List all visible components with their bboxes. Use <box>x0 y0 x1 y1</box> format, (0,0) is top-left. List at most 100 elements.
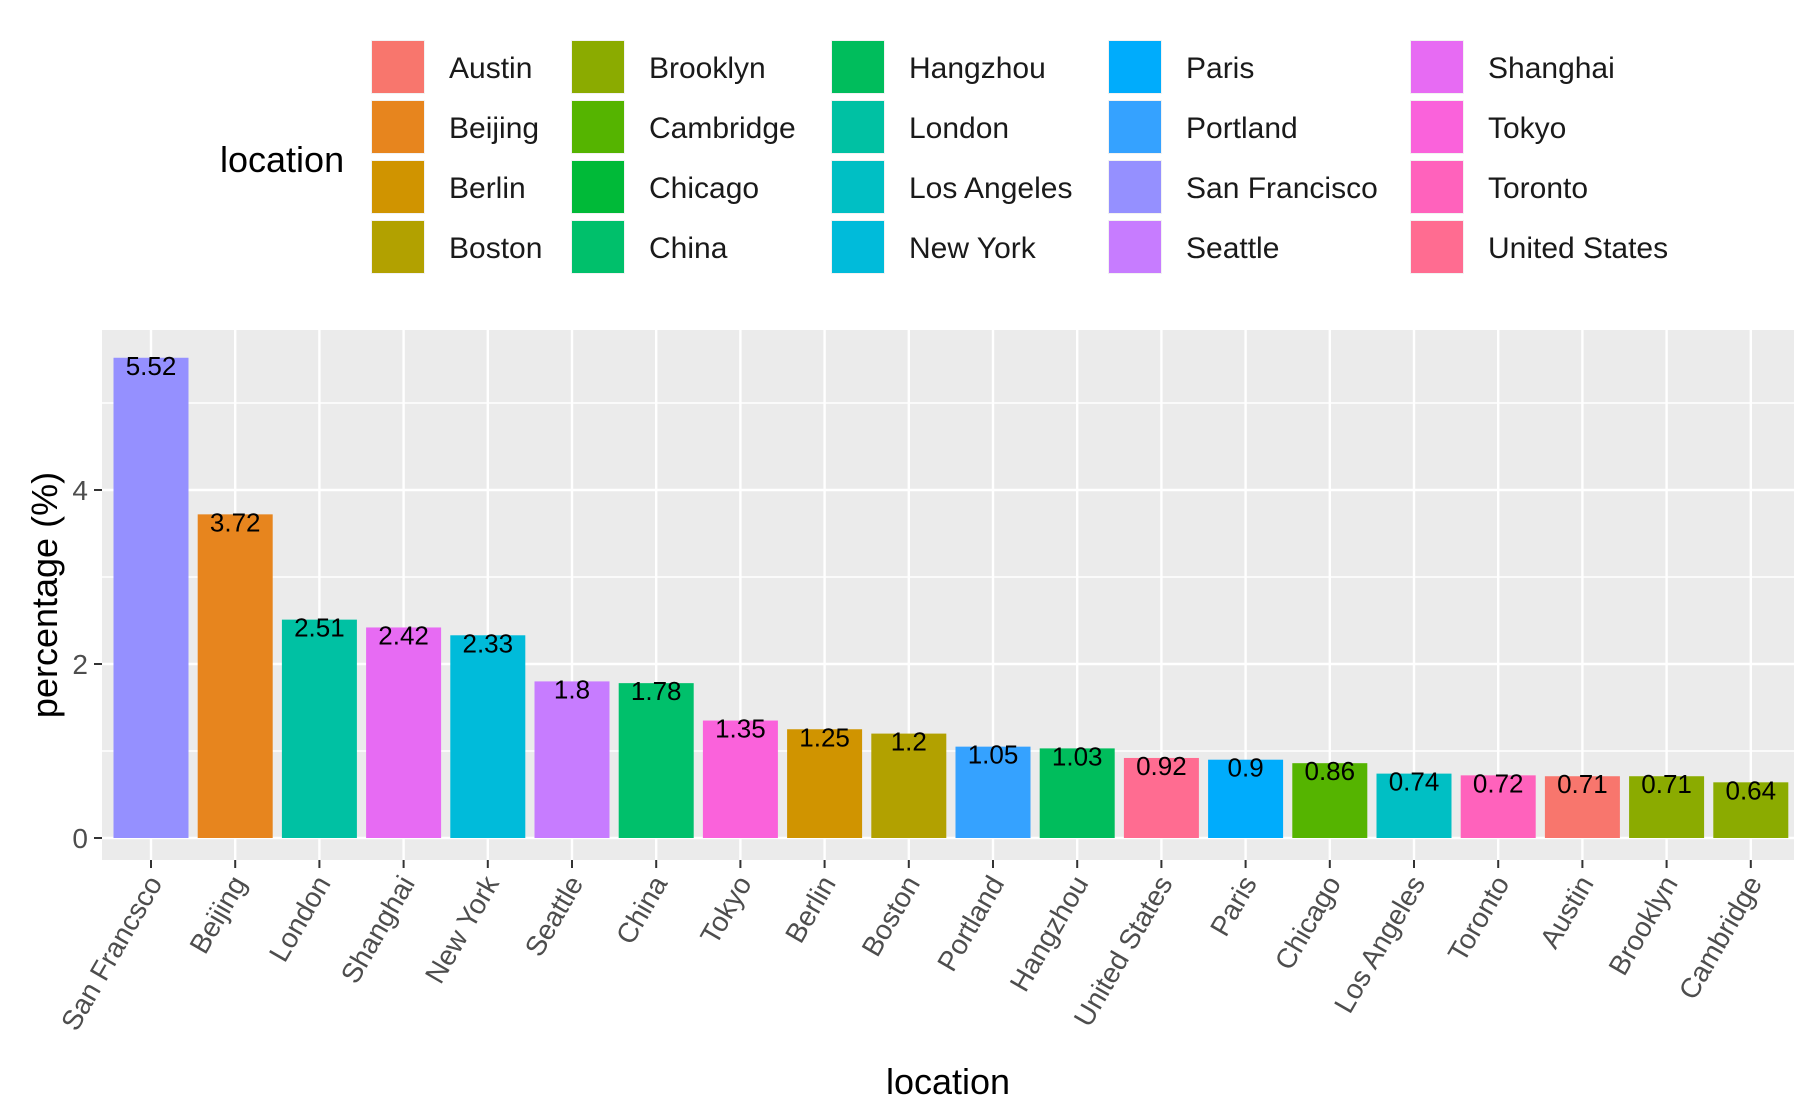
legend-label: London <box>909 112 1009 145</box>
legend-label: Hangzhou <box>909 52 1046 85</box>
bar-value-label: 1.2 <box>891 727 927 757</box>
x-tick-label: Berlin <box>779 871 842 949</box>
bar-value-label: 1.78 <box>631 676 682 706</box>
legend-swatch <box>372 221 424 273</box>
bar <box>955 746 1031 838</box>
bar <box>534 681 610 838</box>
legend-swatch <box>572 101 624 153</box>
legend-swatch <box>1411 221 1463 273</box>
bar-value-label: 1.03 <box>1052 741 1103 771</box>
bar <box>113 357 189 838</box>
bar-value-label: 5.52 <box>126 351 177 381</box>
legend-swatch <box>832 161 884 213</box>
legend-swatch <box>832 221 884 273</box>
bar <box>787 729 863 838</box>
x-tick-label: Boston <box>856 871 926 962</box>
legend-swatch <box>572 221 624 273</box>
bar-value-label: 0.74 <box>1389 767 1440 797</box>
x-tick-label: Seattle <box>519 871 589 962</box>
legend-label: United States <box>1488 232 1668 265</box>
bar <box>1208 759 1284 838</box>
bar-value-label: 3.72 <box>210 507 261 537</box>
x-tick-label: China <box>610 870 674 949</box>
y-tick-label: 2 <box>72 649 88 680</box>
bar <box>1123 757 1199 838</box>
x-tick-label: Toronto <box>1442 871 1516 967</box>
bar-value-label: 2.42 <box>378 620 429 650</box>
x-tick-label: Beijing <box>184 871 253 959</box>
x-tick-label: London <box>263 871 337 967</box>
y-axis-title: percentage (%) <box>24 472 65 718</box>
legend-label: Seattle <box>1186 232 1279 265</box>
legend-swatch <box>1411 101 1463 153</box>
bar-value-label: 0.9 <box>1228 753 1264 783</box>
bar-value-label: 0.71 <box>1557 769 1608 799</box>
bar <box>1376 773 1452 838</box>
bar-value-label: 1.8 <box>554 674 590 704</box>
bar-value-label: 0.92 <box>1136 751 1187 781</box>
legend-label: Los Angeles <box>909 172 1072 205</box>
legend-label: Portland <box>1186 112 1298 145</box>
legend-label: New York <box>909 232 1037 265</box>
bar <box>281 619 357 838</box>
legend-label: Tokyo <box>1488 112 1566 145</box>
legend-swatch <box>1109 161 1161 213</box>
legend-label: San Francisco <box>1186 172 1378 205</box>
y-tick-label: 0 <box>72 823 88 854</box>
legend-label: Brooklyn <box>649 52 766 85</box>
legend-swatch <box>832 41 884 93</box>
bar <box>871 733 947 838</box>
legend-swatch <box>1109 101 1161 153</box>
x-tick-label: Shanghai <box>335 871 421 989</box>
bar-value-label: 1.25 <box>799 722 850 752</box>
bar <box>702 720 778 838</box>
bar <box>450 635 526 838</box>
legend: Austin Beijing Berlin Boston Brooklyn Cambrid… <box>371 40 1668 274</box>
bar <box>618 683 694 838</box>
bar <box>1544 776 1620 838</box>
x-tick-label: Brooklyn <box>1602 871 1683 981</box>
bar <box>1460 775 1536 838</box>
legend-label: Cambridge <box>649 112 796 145</box>
legend-swatch <box>372 41 424 93</box>
bar-value-label: 1.35 <box>715 714 766 744</box>
bars <box>113 357 1789 838</box>
x-tick-label: San Francsco <box>55 871 168 1036</box>
legend-label: China <box>649 232 728 265</box>
x-tick-label: Portland <box>931 871 1010 977</box>
x-tick-label: Austin <box>1534 871 1600 954</box>
x-tick-label: New York <box>419 870 505 989</box>
legend-swatch <box>572 161 624 213</box>
bar <box>366 627 442 838</box>
legend-swatch <box>832 101 884 153</box>
bar-value-label: 0.71 <box>1641 769 1692 799</box>
bar-value-label: 0.64 <box>1725 775 1776 805</box>
x-tick-label: Tokyo <box>694 871 757 950</box>
x-tick-label: Cambridge <box>1673 871 1768 1005</box>
legend-swatch <box>372 161 424 213</box>
legend-swatch <box>1411 41 1463 93</box>
bar-value-label: 2.51 <box>294 613 345 643</box>
legend-label: Austin <box>449 52 532 85</box>
x-tick-label: Paris <box>1204 871 1263 942</box>
x-tick-label: Los Angeles <box>1328 871 1431 1019</box>
legend-swatch <box>572 41 624 93</box>
x-axis-title: location <box>886 1061 1010 1102</box>
legend-label: Boston <box>449 232 542 265</box>
x-tick-label: Hangzhou <box>1004 871 1095 997</box>
bar <box>197 514 273 838</box>
legend-label: Shanghai <box>1488 52 1615 85</box>
legend-label: Toronto <box>1488 172 1588 205</box>
y-tick-label: 4 <box>72 475 88 506</box>
legend-label: Chicago <box>649 172 759 205</box>
bar-value-labels: 5.52 3.72 2.51 2.42 2.33 1.8 1.78 1.35 1.25 1.2 1.… <box>126 351 1776 806</box>
bar-value-label: 2.33 <box>462 628 513 658</box>
legend-swatch <box>1109 221 1161 273</box>
bar-value-label: 0.86 <box>1304 756 1355 786</box>
y-axis: 0 2 4 <box>72 475 102 854</box>
legend-swatch <box>1109 41 1161 93</box>
bar <box>1629 776 1705 838</box>
bar <box>1039 748 1115 838</box>
